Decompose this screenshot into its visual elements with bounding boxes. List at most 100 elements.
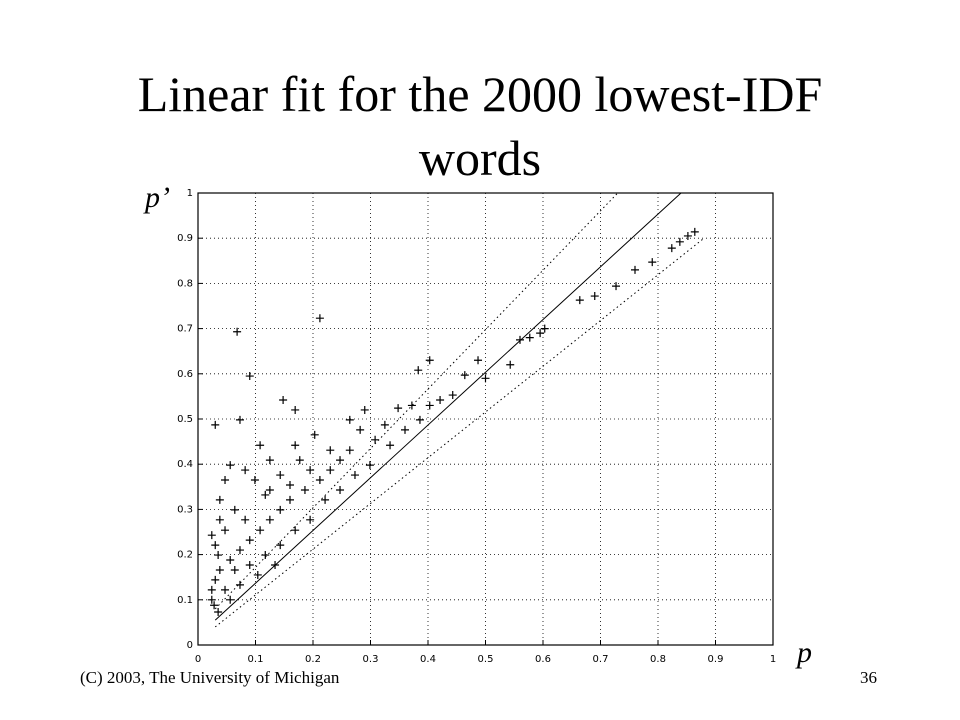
- scatter-point: [215, 565, 224, 574]
- x-tick-label: 0.6: [535, 654, 551, 665]
- scatter-point: [306, 466, 315, 475]
- scatter-point: [683, 231, 692, 240]
- scatter-point: [207, 595, 216, 604]
- scatter-point: [481, 374, 490, 383]
- scatter-point: [230, 505, 239, 514]
- scatter-point: [261, 490, 270, 499]
- scatter-point: [675, 237, 684, 246]
- scatter-point: [265, 456, 274, 465]
- scatter-point: [326, 466, 335, 475]
- scatter-point: [474, 356, 483, 365]
- fit-line: [214, 192, 682, 621]
- scatter-point: [276, 471, 285, 480]
- scatter-point: [235, 580, 244, 589]
- x-tick-label: 1: [770, 654, 776, 665]
- y-axis-label: p’: [143, 181, 170, 214]
- y-tick-label: 0.3: [177, 504, 193, 515]
- scatter-point: [253, 570, 262, 579]
- scatter-point: [345, 415, 354, 424]
- scatter-point: [394, 404, 403, 413]
- scatter-point: [210, 601, 219, 610]
- y-tick-label: 0: [187, 640, 193, 651]
- scatter-point: [214, 551, 223, 560]
- scatter-point: [667, 244, 676, 253]
- scatter-point: [276, 541, 285, 550]
- x-tick-label: 0.9: [708, 654, 724, 665]
- scatter-point: [536, 329, 545, 338]
- scatter-point: [291, 405, 300, 414]
- scatter-point: [350, 471, 359, 480]
- x-tick-label: 0: [195, 654, 201, 665]
- x-tick-label: 0.5: [478, 654, 494, 665]
- y-tick-label: 0.9: [177, 233, 193, 244]
- scatter-point: [648, 258, 657, 267]
- scatter-point: [436, 396, 445, 405]
- x-axis-label: p: [795, 636, 812, 669]
- scatter-point: [300, 485, 309, 494]
- y-tick-label: 1: [187, 188, 193, 199]
- scatter-point: [226, 595, 235, 604]
- scatter-point: [360, 405, 369, 414]
- scatter-point: [291, 526, 300, 535]
- scatter-point: [425, 356, 434, 365]
- scatter-point: [310, 430, 319, 439]
- scatter-point: [690, 227, 699, 236]
- scatter-point: [233, 327, 242, 336]
- x-tick-label: 0.8: [650, 654, 666, 665]
- scatter-point: [540, 324, 549, 333]
- scatter-point: [221, 476, 230, 485]
- scatter-point: [286, 495, 294, 504]
- scatter-point: [226, 461, 235, 470]
- scatter-point: [256, 441, 265, 450]
- scatter-point: [276, 505, 285, 514]
- scatter-point: [215, 495, 224, 504]
- scatter-point: [590, 292, 599, 301]
- y-tick-label: 0.7: [177, 324, 193, 335]
- scatter-point: [326, 446, 335, 455]
- chart-title: Linear fit for the 2000 lowest-IDF words: [137, 66, 823, 186]
- x-tick-label: 0.3: [363, 654, 379, 665]
- scatter-point: [261, 551, 270, 560]
- y-tick-label: 0.1: [177, 595, 193, 606]
- scatter-point: [271, 560, 280, 569]
- scatter-point: [265, 515, 274, 524]
- scatter-point: [407, 401, 416, 410]
- footer-text: (C) 2003, The University of Michigan: [80, 668, 340, 687]
- scatter-point: [207, 585, 216, 594]
- fit-line: [214, 192, 619, 610]
- scatter-point: [295, 456, 304, 465]
- scatter-point: [279, 396, 288, 405]
- scatter-point: [516, 335, 524, 344]
- scatter-point: [291, 441, 300, 450]
- scatter-point: [321, 495, 330, 504]
- scatter-point: [380, 420, 389, 429]
- scatter-point: [241, 466, 250, 475]
- scatter-point: [211, 541, 220, 550]
- scatter-point: [315, 314, 324, 323]
- scatter-point: [235, 415, 244, 424]
- scatter-point: [525, 333, 534, 342]
- scatter-point: [315, 476, 324, 485]
- scatter-point: [286, 480, 294, 489]
- y-tick-label: 0.8: [177, 278, 193, 289]
- scatter-point: [265, 485, 274, 494]
- scatter-point: [365, 461, 374, 470]
- scatter-point: [211, 575, 220, 584]
- scatter-point: [414, 366, 423, 375]
- page-number: 36: [860, 668, 877, 687]
- scatter-point: [460, 371, 469, 380]
- scatter-point: [448, 391, 457, 400]
- scatter-point: [336, 485, 345, 494]
- scatter-point: [425, 401, 434, 410]
- y-tick-label: 0.5: [177, 414, 193, 425]
- x-tick-label: 0.2: [305, 654, 321, 665]
- scatter-point: [230, 565, 239, 574]
- scatter-point: [506, 360, 515, 369]
- scatter-point: [256, 526, 265, 535]
- scatter-point: [356, 425, 365, 434]
- y-tick-label: 0.4: [177, 459, 193, 470]
- scatter-point: [631, 265, 639, 274]
- scatter-point: [612, 282, 621, 291]
- scatter-point: [306, 515, 315, 524]
